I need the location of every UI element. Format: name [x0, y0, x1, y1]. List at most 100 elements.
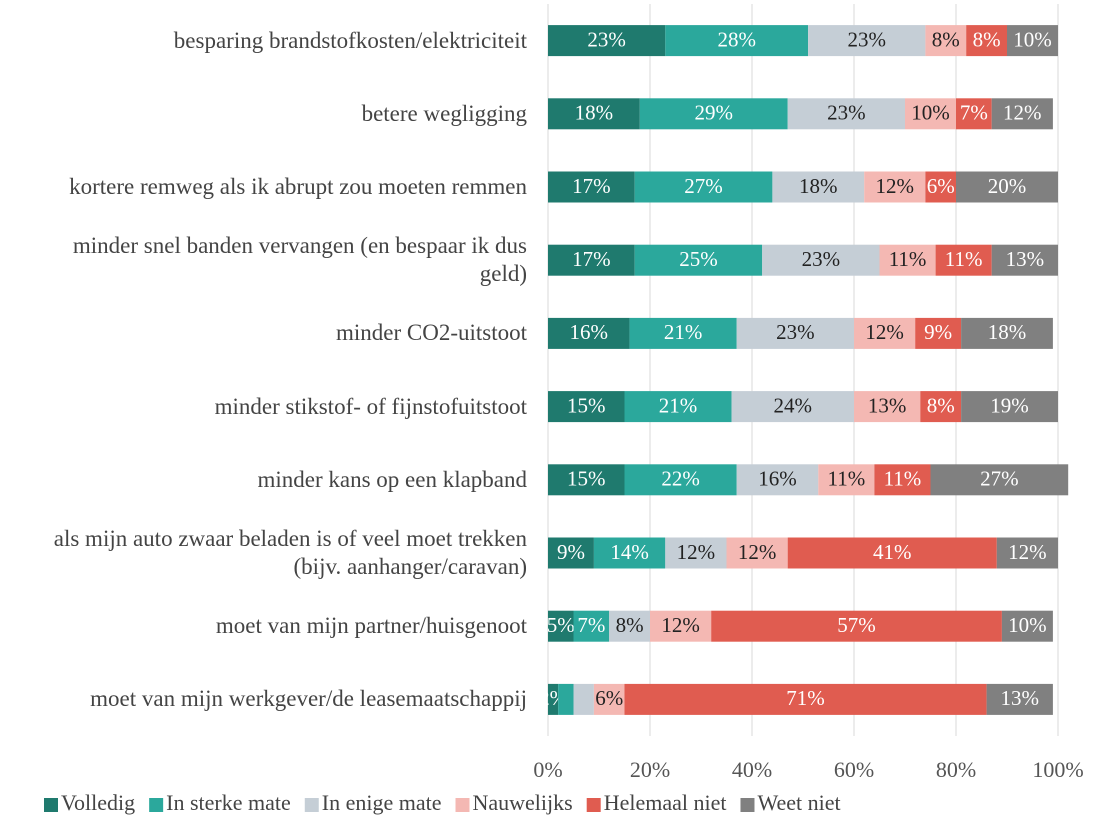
category-label: minder kans op een klapband — [257, 466, 527, 492]
data-label: 18% — [575, 101, 614, 125]
bar-segment — [961, 391, 1058, 423]
bar-segment — [573, 683, 594, 715]
data-label: 57% — [837, 613, 876, 637]
bar-segment — [879, 244, 936, 276]
data-label: 18% — [799, 174, 838, 198]
data-label: 12% — [876, 174, 915, 198]
x-tick-label: 80% — [936, 757, 976, 782]
data-label: 15% — [567, 467, 606, 491]
bar-segment — [961, 317, 1053, 349]
bar-segment — [593, 537, 666, 569]
x-tick-label: 40% — [732, 757, 772, 782]
bar-segment — [548, 98, 640, 130]
data-label: 16% — [758, 467, 797, 491]
category-label: besparing brandstofkosten/elektriciteit — [173, 27, 527, 53]
bar-segment — [665, 25, 809, 57]
bar-segment — [609, 610, 650, 642]
data-label: 16% — [570, 320, 609, 344]
bar-segment — [634, 244, 763, 276]
data-label: 21% — [659, 393, 698, 417]
data-label: 11% — [945, 247, 983, 271]
bar-segment — [864, 171, 926, 203]
bar-segment — [874, 464, 931, 496]
data-label: 25% — [679, 247, 718, 271]
bar-segment — [854, 391, 921, 423]
bar-segment — [558, 683, 574, 715]
data-label: 28% — [717, 27, 756, 51]
bar-segment — [772, 171, 865, 203]
bar-segment — [650, 610, 712, 642]
bar-segment — [935, 244, 992, 276]
bar-segment — [548, 317, 630, 349]
category-label: betere wegligging — [361, 100, 527, 126]
category-label: kortere remweg als ik abrupt zou moeten … — [69, 174, 527, 199]
data-label: 12% — [738, 540, 777, 564]
bar-segment — [548, 25, 666, 57]
bar-segment — [1001, 610, 1053, 642]
data-label: 18% — [988, 320, 1027, 344]
data-label: 17% — [572, 174, 611, 198]
legend-swatch — [44, 798, 58, 812]
bar-segment — [818, 464, 875, 496]
data-label: 14% — [610, 540, 649, 564]
legend-label: Helemaal niet — [604, 790, 727, 815]
bar-segment — [966, 25, 1007, 57]
data-label: 15% — [567, 393, 606, 417]
data-label: 11% — [884, 467, 922, 491]
bar-segment — [991, 98, 1053, 130]
bar-segment — [905, 98, 956, 130]
data-label: 8% — [927, 393, 955, 417]
category-label: als mijn auto zwaar beladen is of veel m… — [53, 526, 527, 579]
bar-segment — [920, 391, 962, 423]
bar-segment — [736, 464, 819, 496]
legend-swatch — [586, 798, 601, 812]
data-label: 10% — [1013, 27, 1052, 51]
data-label: 23% — [848, 27, 887, 51]
bar-segment — [711, 610, 1002, 642]
bar-segment — [629, 317, 737, 349]
bar-segment — [991, 244, 1058, 276]
data-label: 21% — [664, 320, 703, 344]
bar-segment — [624, 464, 737, 496]
bar-segment — [787, 537, 997, 569]
bar-segment — [639, 98, 788, 130]
data-label: 6% — [927, 174, 955, 198]
category-label: minder CO2-uitstoot — [335, 320, 527, 346]
x-tick-label: 20% — [630, 757, 670, 782]
data-label: 29% — [695, 101, 734, 125]
data-label: 7% — [577, 613, 605, 637]
bar-segment — [548, 464, 625, 496]
data-label: 19% — [990, 393, 1029, 417]
data-label: 41% — [873, 540, 912, 564]
bar-segment — [548, 610, 574, 642]
bar-segment — [726, 537, 788, 569]
legend-swatch — [149, 798, 164, 812]
bar-segment — [624, 683, 987, 715]
bar-segment — [573, 610, 610, 642]
data-label: 11% — [827, 467, 865, 491]
category-label: minder stikstof- of fijnstofuitstoot — [214, 393, 527, 419]
data-label: 13% — [1001, 686, 1040, 710]
legend-label: Nauwelijks — [473, 790, 573, 815]
bar-segment — [925, 25, 967, 57]
data-label: 5% — [547, 613, 575, 637]
data-label: 22% — [661, 467, 700, 491]
category-label: moet van mijn partner/huisgenoot — [215, 613, 527, 639]
data-label: 20% — [988, 174, 1027, 198]
data-label: 12% — [1003, 101, 1042, 125]
data-label: 17% — [572, 247, 611, 271]
data-label: 71% — [786, 686, 825, 710]
data-label: 12% — [1008, 540, 1047, 564]
bar-segment — [956, 98, 992, 130]
bar-segment — [624, 391, 732, 423]
data-label: 7% — [960, 101, 988, 125]
bar-segment — [731, 391, 854, 423]
data-label: 6% — [595, 686, 623, 710]
data-label: 8% — [616, 613, 644, 637]
x-tick-label: 60% — [834, 757, 874, 782]
bar-segment — [548, 683, 559, 715]
legend-label: Weet niet — [757, 790, 840, 815]
legend-label: Volledig — [61, 790, 135, 815]
data-label: 13% — [868, 393, 907, 417]
